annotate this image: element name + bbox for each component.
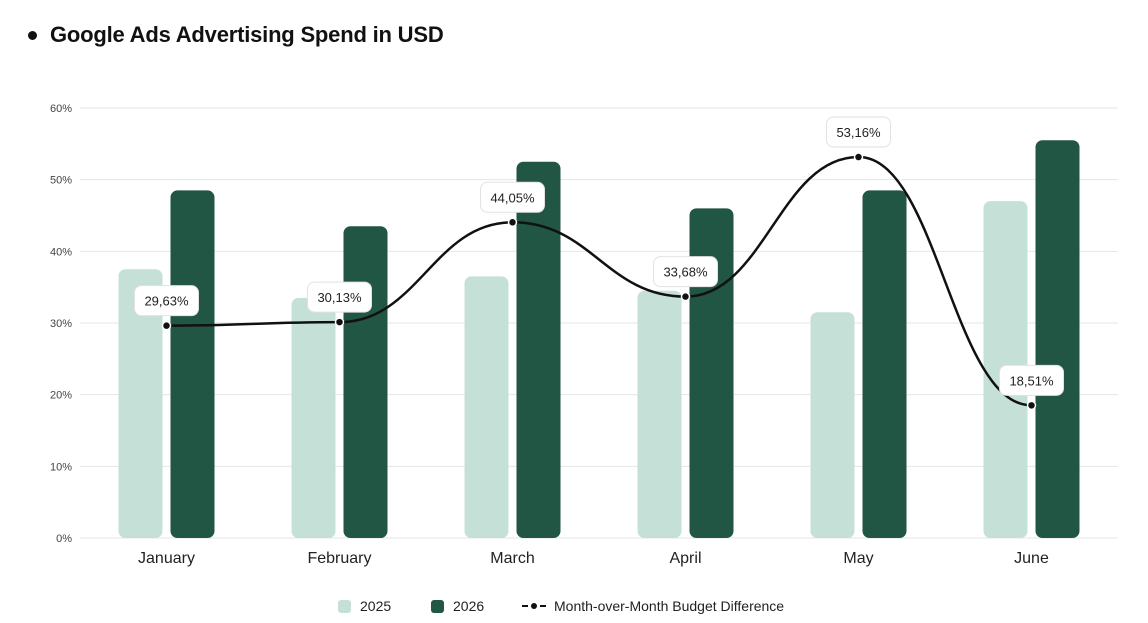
data-label-box	[999, 364, 1064, 396]
x-tick-label: April	[669, 550, 701, 567]
data-label: 29,63%	[144, 294, 189, 309]
x-tick-label: March	[490, 550, 534, 567]
line-point	[1026, 400, 1037, 411]
legend-swatch-2026	[431, 599, 444, 613]
line-point	[507, 217, 518, 228]
line-point	[680, 291, 691, 302]
legend-item-2025: 2025	[338, 598, 391, 614]
data-label: 18,51%	[1009, 373, 1054, 388]
bar-2025	[464, 276, 509, 538]
y-tick-label: 50%	[50, 175, 72, 187]
chart-title: Google Ads Advertising Spend in USD	[50, 22, 444, 47]
bar-2025	[118, 269, 163, 538]
y-tick-label: 40%	[50, 246, 72, 258]
data-label-box	[134, 285, 199, 317]
data-label: 33,68%	[663, 265, 708, 280]
legend-line-dot-icon	[522, 601, 546, 611]
legend-label-line: Month-over-Month Budget Difference	[554, 598, 785, 614]
chart-title-container: Google Ads Advertising Spend in USD	[28, 22, 444, 48]
bar-2025	[810, 312, 855, 538]
y-tick-label: 0%	[56, 533, 72, 545]
data-label: 44,05%	[490, 190, 535, 205]
chart-svg: 0% 10% 20% 30% 40% 50% 60% January February March…	[50, 103, 1118, 567]
x-tick-label: May	[843, 550, 873, 567]
title-bullet-icon	[28, 30, 37, 40]
x-tick-label: June	[1014, 550, 1049, 567]
legend-item-line: Month-over-Month Budget Difference	[522, 598, 784, 614]
x-tick-label: February	[307, 550, 371, 567]
data-label-box	[653, 256, 718, 288]
bar-2026	[1035, 140, 1080, 538]
bar-2026	[170, 190, 215, 538]
y-tick-label: 60%	[50, 103, 72, 115]
legend-label-2026: 2026	[453, 598, 485, 614]
bar-2025	[291, 297, 336, 538]
data-label-box	[826, 116, 891, 148]
y-tick-label: 20%	[50, 390, 72, 402]
legend-swatch-2025	[338, 599, 351, 613]
y-tick-label: 10%	[50, 461, 72, 473]
data-label-box	[307, 281, 372, 313]
line-point	[334, 317, 345, 327]
line-point	[161, 320, 172, 331]
legend-label-2025: 2025	[360, 598, 392, 614]
y-tick-label: 30%	[50, 318, 72, 330]
line-point	[853, 152, 864, 162]
bar-2025	[637, 290, 682, 538]
bar-2026	[689, 208, 734, 539]
x-tick-label: January	[138, 550, 195, 567]
data-label-box	[480, 181, 545, 213]
bar-2026	[862, 190, 907, 538]
bar-2026	[516, 161, 561, 538]
data-label: 30,13%	[317, 290, 362, 305]
legend: 2025 2026 Month-over-Month Budget Differ…	[0, 598, 1148, 622]
data-label: 53,16%	[836, 125, 881, 140]
legend-item-2026: 2026	[431, 598, 484, 614]
bar-2026	[343, 226, 388, 538]
